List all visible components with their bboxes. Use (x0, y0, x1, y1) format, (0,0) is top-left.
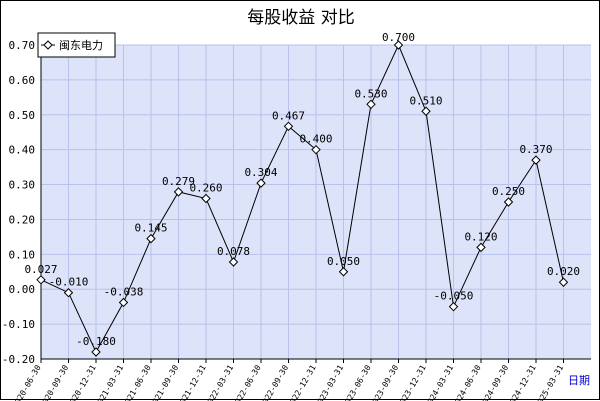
x-tick-label: 2022-06-30 (231, 363, 263, 401)
data-point-marker (63, 288, 74, 298)
data-label: 0.027 (24, 263, 57, 276)
x-tick-label: 2022-09-30 (258, 363, 290, 401)
data-label: -0.010 (49, 276, 89, 289)
y-tick-label: -0.20 (2, 353, 35, 366)
x-tick-label: 2024-09-30 (478, 363, 510, 401)
data-point-marker (91, 347, 101, 357)
data-point-marker (201, 193, 211, 204)
data-point-marker (531, 155, 541, 165)
y-tick-label: 0.40 (9, 144, 36, 157)
data-label: 0.145 (134, 222, 167, 235)
data-label: 0.400 (299, 133, 332, 146)
data-label: 0.700 (382, 31, 415, 44)
x-tick-label: 2020-12-31 (66, 363, 98, 401)
data-point-marker (173, 187, 184, 197)
x-tick-label: 2024-06-30 (451, 363, 483, 401)
series-line (40, 43, 564, 354)
data-point-marker (558, 277, 569, 287)
data-label: 0.250 (492, 185, 525, 198)
x-axis-label: 日期 (568, 374, 590, 387)
data-label: -0.050 (434, 290, 474, 303)
y-tick-label: 0.00 (9, 283, 36, 296)
x-tick-label: 2021-09-30 (148, 363, 180, 401)
data-label: -0.180 (76, 335, 116, 348)
chart-title: 每股收益 对比 (247, 8, 354, 28)
legend-marker-icon (43, 40, 53, 50)
data-label: 0.020 (547, 265, 580, 278)
y-tick-label: 0.50 (9, 109, 36, 122)
x-tick-label: 2023-12-31 (396, 363, 428, 401)
x-tick-label: 2023-09-30 (368, 363, 400, 401)
x-tick-label: 2021-06-30 (121, 363, 153, 401)
x-tick-label: 2023-06-30 (341, 363, 373, 401)
x-tick-label: 2023-03-31 (313, 363, 345, 401)
x-tick-label: 2020-06-30 (11, 363, 43, 401)
x-tick-label: 2025-03-31 (533, 363, 565, 401)
y-tick-label: 0.20 (9, 213, 36, 226)
x-tick-label: 2022-03-31 (203, 363, 235, 401)
data-label: 0.530 (354, 87, 387, 100)
y-tick-label: 0.30 (9, 179, 36, 192)
data-label: 0.510 (409, 94, 442, 107)
x-tick-label: 2020-09-30 (38, 363, 70, 401)
data-point-marker (283, 121, 294, 131)
y-tick-label: 0.70 (9, 39, 36, 52)
data-point-marker (311, 144, 321, 155)
data-point-marker (503, 197, 514, 207)
x-tick-label: 2024-03-31 (423, 363, 455, 401)
data-point-marker (36, 275, 46, 285)
data-label: 0.304 (244, 166, 277, 179)
data-point-marker (393, 40, 404, 50)
data-point-marker (476, 242, 486, 253)
data-point-marker (366, 99, 376, 110)
x-tick-label: 2024-12-31 (506, 363, 538, 401)
data-label: 0.120 (464, 230, 497, 243)
data-label: 0.050 (327, 255, 360, 268)
data-label: -0.038 (104, 285, 144, 298)
x-tick-label: 2021-12-31 (176, 363, 208, 401)
x-tick-label: 2021-03-31 (93, 363, 125, 401)
data-label: 0.467 (272, 109, 305, 122)
data-point-marker (421, 106, 431, 116)
data-label: 0.260 (189, 182, 222, 195)
y-tick-label: -0.10 (2, 318, 35, 331)
data-point-marker (256, 178, 266, 188)
data-point-marker (118, 297, 129, 308)
data-point-marker (146, 233, 156, 244)
data-point-marker (448, 301, 459, 312)
data-label: 0.279 (162, 175, 195, 188)
data-point-marker (338, 267, 349, 277)
data-label: 0.370 (519, 143, 552, 156)
x-tick-label: 2022-12-31 (286, 363, 318, 401)
data-label: 0.078 (217, 245, 250, 258)
data-point-marker (228, 257, 239, 267)
legend-entry: 闽东电力 (59, 39, 103, 52)
y-tick-label: 0.10 (9, 248, 36, 261)
y-tick-label: 0.60 (9, 74, 36, 87)
